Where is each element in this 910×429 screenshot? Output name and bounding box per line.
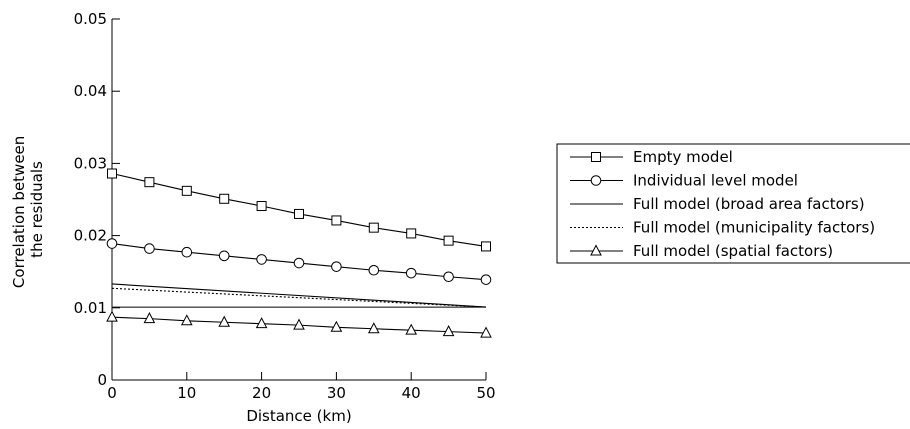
data-point xyxy=(369,223,378,232)
x-tick-label: 30 xyxy=(327,384,346,402)
data-point xyxy=(219,251,229,261)
data-point xyxy=(145,178,154,187)
data-point xyxy=(481,275,491,285)
series-line xyxy=(112,288,486,307)
data-point xyxy=(444,272,454,282)
data-point xyxy=(220,194,229,203)
data-point xyxy=(332,262,342,272)
data-point xyxy=(369,323,379,333)
data-point xyxy=(219,317,229,327)
data-point xyxy=(257,318,267,328)
legend-label: Full model (spatial factors) xyxy=(633,242,833,260)
legend-marker xyxy=(592,153,601,162)
legend-label: Full model (municipality factors) xyxy=(633,219,875,237)
data-point xyxy=(332,216,341,225)
data-point xyxy=(295,209,304,218)
data-point xyxy=(257,255,267,265)
y-tick-label: 0.05 xyxy=(74,10,107,28)
series-line xyxy=(112,284,486,307)
legend-label: Individual level model xyxy=(633,172,798,190)
data-point xyxy=(182,247,192,257)
y-tick-label: 0.02 xyxy=(74,227,107,245)
data-point xyxy=(482,242,491,251)
data-point xyxy=(444,326,454,336)
data-point xyxy=(406,268,416,278)
x-tick-label: 50 xyxy=(476,384,495,402)
data-point xyxy=(294,258,304,268)
y-tick-label: 0.03 xyxy=(74,154,107,172)
series-4 xyxy=(112,288,486,307)
data-point xyxy=(108,169,117,178)
legend-label: Empty model xyxy=(633,148,733,166)
data-point xyxy=(406,325,416,335)
series-3 xyxy=(112,284,486,307)
data-point xyxy=(294,320,304,330)
data-point xyxy=(107,312,117,322)
x-axis-title: Distance (km) xyxy=(246,407,351,425)
x-tick-label: 40 xyxy=(402,384,421,402)
y-axis-title-line-1: Correlation between xyxy=(10,136,28,288)
data-point xyxy=(369,265,379,275)
y-tick-label: 0.01 xyxy=(74,299,107,317)
data-point xyxy=(182,186,191,195)
axes: 0 0.01 0.02 0.03 0.04 0.05 0 10 20 30 40 50 xyxy=(74,10,496,402)
series-group xyxy=(107,169,491,337)
data-point xyxy=(407,229,416,238)
legend-label: Full model (broad area factors) xyxy=(633,195,865,213)
series-2 xyxy=(107,239,491,285)
x-tick-label: 0 xyxy=(107,384,117,402)
legend: Empty model Individual level model Full mo… xyxy=(557,144,910,263)
y-axis-title: Correlation between the residuals xyxy=(10,131,46,288)
data-point xyxy=(444,236,453,245)
x-tick-label: 20 xyxy=(252,384,271,402)
data-point xyxy=(145,244,155,254)
data-point xyxy=(107,239,117,249)
series-5 xyxy=(107,312,491,337)
x-tick-label: 10 xyxy=(177,384,196,402)
data-point xyxy=(481,328,491,338)
y-axis-title-line-2: the residuals xyxy=(28,161,46,258)
data-point xyxy=(257,201,266,210)
y-tick-label: 0 xyxy=(97,371,107,389)
series-1 xyxy=(108,169,491,251)
y-tick-label: 0.04 xyxy=(74,82,107,100)
data-point xyxy=(144,313,154,323)
legend-marker xyxy=(591,176,601,186)
